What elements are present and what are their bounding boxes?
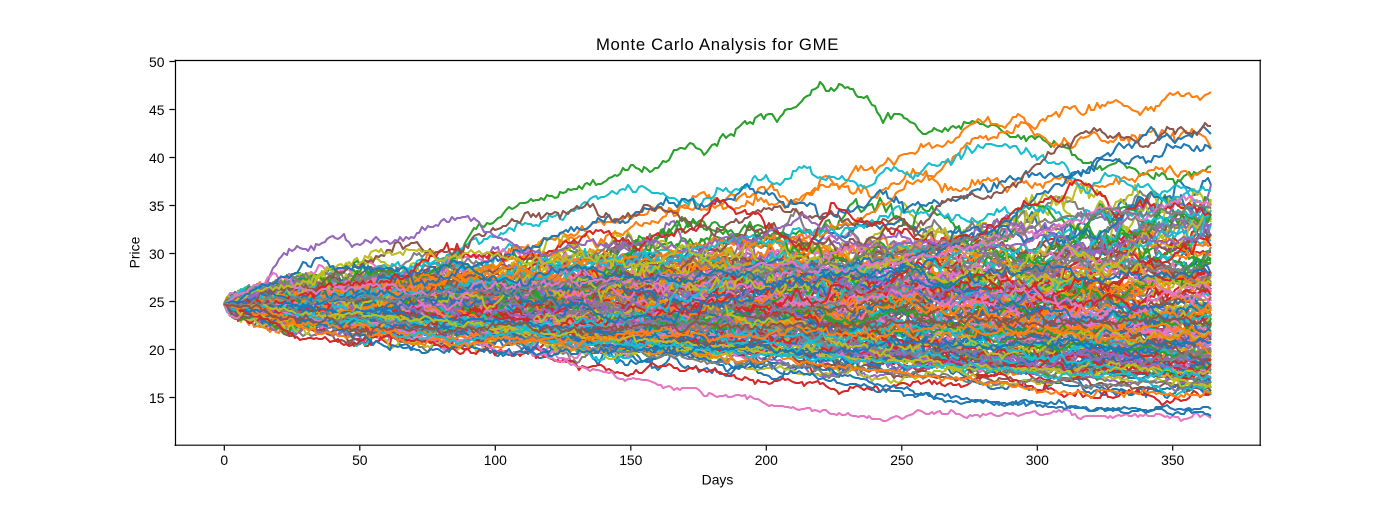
svg-text:35: 35 <box>149 198 165 214</box>
svg-text:150: 150 <box>619 452 642 468</box>
svg-text:30: 30 <box>149 246 165 262</box>
svg-text:0: 0 <box>220 452 228 468</box>
svg-text:Days: Days <box>702 472 734 488</box>
svg-text:50: 50 <box>149 54 165 70</box>
svg-text:20: 20 <box>149 342 165 358</box>
svg-text:250: 250 <box>890 452 913 468</box>
svg-text:50: 50 <box>352 452 368 468</box>
svg-text:25: 25 <box>149 294 165 310</box>
svg-text:45: 45 <box>149 102 165 118</box>
svg-text:Price: Price <box>127 236 143 268</box>
svg-text:15: 15 <box>149 390 165 406</box>
svg-text:350: 350 <box>1161 452 1184 468</box>
svg-text:40: 40 <box>149 150 165 166</box>
svg-text:200: 200 <box>755 452 778 468</box>
svg-text:Monte Carlo Analysis for GME: Monte Carlo Analysis for GME <box>596 35 839 54</box>
svg-text:100: 100 <box>484 452 507 468</box>
svg-text:300: 300 <box>1026 452 1049 468</box>
